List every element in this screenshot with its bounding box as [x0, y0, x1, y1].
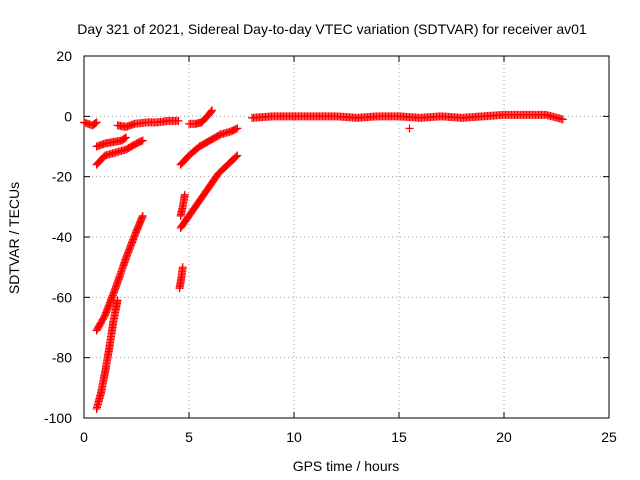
data-point	[208, 106, 217, 115]
series-flat-early	[80, 118, 101, 130]
series-mid-flat	[185, 106, 217, 128]
data-point	[120, 134, 129, 143]
series-mid-slope	[176, 151, 242, 232]
series-dip-slope	[92, 211, 147, 335]
series-mid-small	[176, 190, 189, 220]
x-axis-label: GPS time / hours	[293, 458, 400, 474]
chart-title: Day 321 of 2021, Sidereal Day-to-day VTE…	[77, 21, 587, 37]
data-point	[558, 115, 567, 124]
data-point	[138, 136, 147, 145]
series-early-b	[92, 136, 147, 169]
axis-ticks: 0 5 10 15 20 25 -100 -80 -60 -40 -20 0 20	[44, 48, 617, 445]
series-early-flat	[113, 116, 183, 131]
data-point	[138, 211, 147, 220]
series-mid-cluster	[175, 263, 187, 293]
data-point	[232, 152, 241, 161]
data-point	[113, 296, 122, 305]
y-tick-label: -60	[52, 289, 72, 305]
x-tick-label: 5	[185, 429, 193, 445]
y-tick-label: -100	[44, 410, 72, 426]
y-tick-label: -40	[52, 229, 72, 245]
data-point	[91, 119, 100, 128]
data-point	[206, 108, 215, 117]
data-point	[233, 124, 242, 133]
x-tick-label: 20	[496, 429, 512, 445]
y-tick-label: -20	[52, 169, 72, 185]
y-tick-label: -80	[52, 350, 72, 366]
x-tick-label: 0	[80, 429, 88, 445]
series-outlier	[405, 124, 414, 133]
data-point	[233, 151, 242, 160]
y-tick-label: 0	[64, 108, 72, 124]
series-late-flat	[248, 110, 567, 124]
data-point	[207, 107, 216, 116]
series-mid-upper	[176, 124, 242, 169]
series-early-a	[92, 133, 130, 151]
data-point	[232, 125, 241, 134]
series-dip-steep	[92, 296, 122, 413]
y-tick-label: 20	[56, 48, 72, 64]
data-point	[178, 263, 187, 272]
y-axis-label: SDTVAR / TECUs	[6, 182, 22, 294]
data-point	[92, 118, 101, 127]
data-point	[122, 133, 130, 142]
x-tick-label: 10	[286, 429, 302, 445]
data-point	[180, 190, 189, 199]
data-point	[137, 137, 146, 146]
data-point	[174, 116, 183, 125]
data-points	[80, 106, 567, 413]
x-tick-label: 25	[601, 429, 617, 445]
x-tick-label: 15	[391, 429, 407, 445]
data-point	[405, 124, 414, 133]
